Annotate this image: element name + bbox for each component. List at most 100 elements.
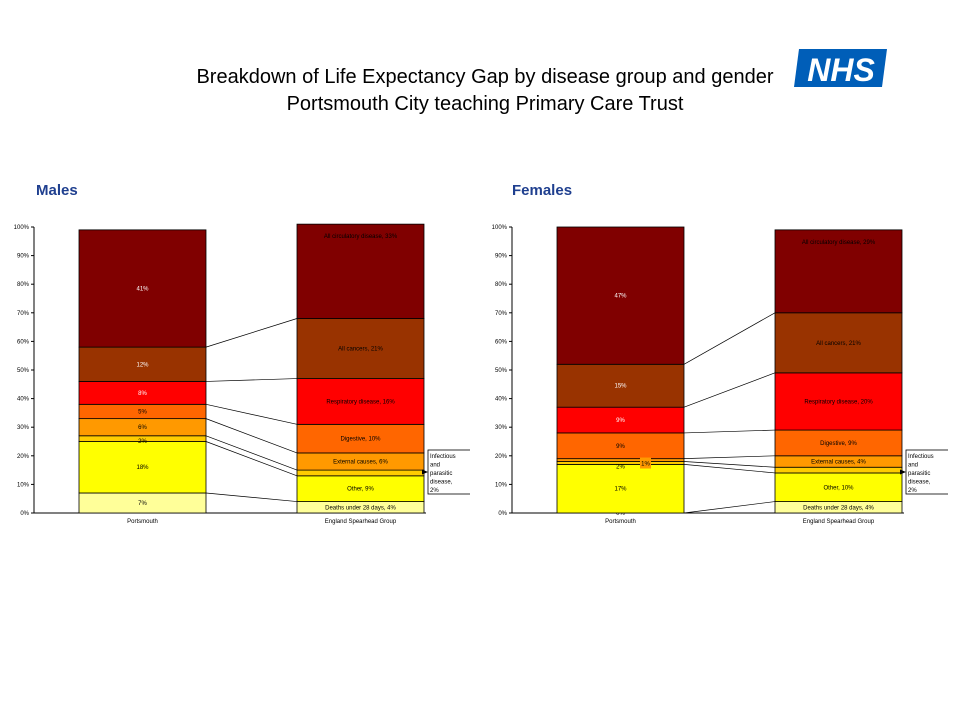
data-label-cancers: 15% — [614, 384, 627, 390]
bar-segment-circulatory — [774, 229, 903, 314]
y-tick-label: 20% — [17, 454, 30, 460]
connector-line — [205, 403, 298, 425]
data-label-digestive: Digestive, 10% — [340, 437, 381, 443]
data-label-circulatory: 47% — [614, 294, 627, 300]
callout-text-line: 2% — [430, 488, 439, 494]
bar-segment-circulatory — [556, 226, 685, 365]
bar-segment-digestive — [296, 423, 425, 454]
title-line-1: Breakdown of Life Expectancy Gap by dise… — [196, 66, 774, 88]
y-tick-label: 60% — [495, 339, 508, 345]
data-label-infant: Deaths under 28 days, 4% — [803, 505, 874, 511]
category-label: Portsmouth — [605, 519, 636, 525]
y-tick-label: 100% — [14, 225, 30, 231]
data-label-external: 6% — [138, 425, 147, 431]
bar-segment-cancers — [556, 363, 685, 408]
data-label-digestive: 5% — [138, 409, 147, 415]
y-tick-label: 30% — [17, 425, 30, 431]
data-label-circulatory: 41% — [136, 286, 149, 292]
extra-label-box — [640, 457, 651, 469]
y-tick-label: 80% — [495, 282, 508, 288]
bar-segment-infectious — [774, 466, 903, 474]
data-label-infant: Deaths under 28 days, 4% — [325, 505, 396, 511]
bar-segment-infectious — [296, 469, 425, 477]
connector-line — [683, 455, 776, 460]
data-label-infant: 7% — [138, 501, 147, 507]
bar-segment-circulatory — [78, 229, 207, 348]
y-tick-label: 90% — [17, 254, 30, 260]
connector-line — [683, 501, 776, 514]
y-tick-label: 40% — [495, 397, 508, 403]
data-label-respiratory: Respiratory disease, 20% — [804, 399, 873, 405]
connector-line — [205, 441, 298, 477]
data-label-external: External causes, 6% — [333, 460, 388, 466]
y-tick-label: 70% — [17, 311, 30, 317]
y-tick-label: 40% — [17, 397, 30, 403]
females-label: Females — [512, 182, 573, 199]
data-label-circulatory: All circulatory disease, 33% — [324, 234, 398, 240]
category-label: England Spearhead Group — [803, 519, 875, 525]
connector-line — [683, 464, 776, 474]
connector-line — [683, 429, 776, 434]
females-chart: 0% 10% 20% 30% 40% 50% 60% 70% 80% 90% 100% Portsmo… — [492, 225, 948, 525]
y-tick-label: 50% — [17, 368, 30, 374]
category-label: Portsmouth — [127, 519, 158, 525]
y-tick-label: 50% — [495, 368, 508, 374]
y-tick-label: 0% — [498, 511, 507, 517]
data-label-other: Other, 10% — [823, 485, 854, 491]
data-label-circulatory: All circulatory disease, 29% — [802, 240, 876, 246]
callout-text-line: parasitic — [908, 471, 930, 477]
data-label-other: 17% — [614, 487, 627, 493]
nhs-logo: NHS — [793, 47, 888, 89]
y-tick-label: 60% — [17, 339, 30, 345]
y-tick-label: 100% — [492, 225, 508, 231]
extra-label: 1% — [641, 462, 650, 468]
bar-segment-cancers — [296, 318, 425, 379]
callout-arrow — [900, 469, 906, 475]
y-tick-label: 30% — [495, 425, 508, 431]
y-tick-label: 10% — [17, 482, 30, 488]
connector-line — [205, 378, 298, 382]
data-label-other: 18% — [136, 465, 149, 471]
connector-line — [683, 461, 776, 468]
connector-line — [683, 312, 776, 365]
y-tick-label: 0% — [20, 511, 29, 517]
bar-segment-respiratory — [556, 406, 685, 434]
data-label-digestive: Digestive, 9% — [820, 441, 857, 447]
nhs-logo-text: NHS — [807, 52, 875, 88]
bar-segment-cancers — [774, 312, 903, 374]
bar-segment-other — [556, 463, 685, 514]
data-label-cancers: All cancers, 21% — [816, 341, 861, 347]
data-label-respiratory: Respiratory disease, 16% — [326, 399, 395, 405]
callout-text-line: parasitic — [430, 471, 452, 477]
y-tick-label: 70% — [495, 311, 508, 317]
title-line-2: Portsmouth City teaching Primary Care Tr… — [286, 93, 684, 115]
males-label: Males — [36, 182, 78, 199]
callout-text-line: disease, — [430, 480, 453, 486]
data-label-respiratory: 8% — [138, 391, 147, 397]
connector-line — [205, 318, 298, 348]
y-tick-label: 20% — [495, 454, 508, 460]
bar-segment-external — [556, 458, 685, 462]
connector-line — [205, 492, 298, 502]
data-label-infectious: 2% — [138, 439, 147, 445]
callout-text-line: Infectious — [430, 454, 456, 460]
callout-text-line: and — [908, 463, 918, 469]
callout-text-line: and — [430, 463, 440, 469]
callout-text-line: disease, — [908, 480, 931, 486]
bar-segment-respiratory — [774, 372, 903, 431]
connector-line — [205, 435, 298, 471]
connector-line — [205, 418, 298, 454]
y-tick-label: 10% — [495, 482, 508, 488]
y-tick-label: 90% — [495, 254, 508, 260]
page-title: Breakdown of Life Expectancy Gap by dise… — [0, 64, 960, 118]
callout-arrow — [422, 469, 428, 475]
data-label-other: Other, 9% — [347, 487, 374, 493]
data-label-cancers: All cancers, 21% — [338, 347, 383, 353]
data-label-respiratory: 9% — [616, 418, 625, 424]
callout-text-line: Infectious — [908, 454, 934, 460]
connector-line — [683, 372, 776, 408]
bar-segment-circulatory — [296, 223, 425, 319]
data-label-infectious: 2% — [616, 465, 625, 471]
data-label-infant: 0% — [616, 511, 625, 517]
callout-box — [427, 449, 470, 495]
